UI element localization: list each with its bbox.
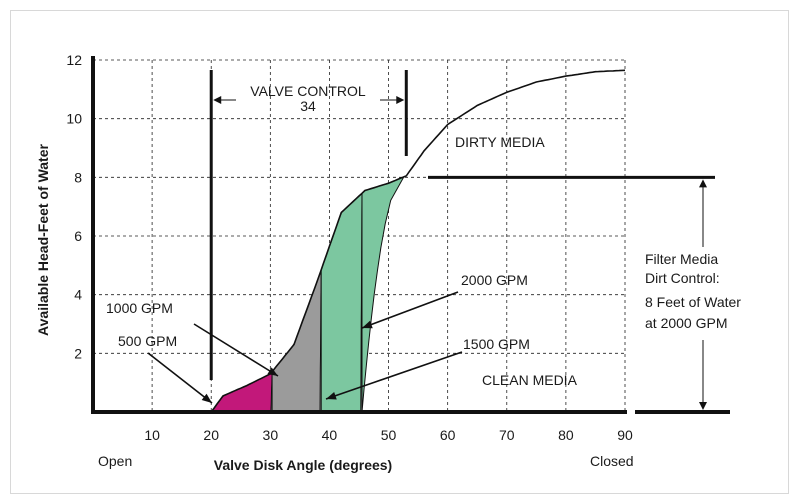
x-tick-label: 50 xyxy=(381,427,397,443)
x-tick-label: 30 xyxy=(263,427,279,443)
arrow-500-gpm-head xyxy=(202,394,212,403)
x-axis-title: Valve Disk Angle (degrees) xyxy=(214,457,392,473)
valve-control-label: VALVE CONTROL xyxy=(250,83,366,99)
arrow-1000-gpm-line xyxy=(194,324,278,376)
y-tick-label: 10 xyxy=(66,111,82,127)
filter-note-line-2: Dirt Control: xyxy=(645,270,720,286)
x-tick-label: 40 xyxy=(322,427,338,443)
x-tick-label: 80 xyxy=(558,427,574,443)
gpm-500-label: 500 GPM xyxy=(118,333,177,349)
filter-note-line-4: at 2000 GPM xyxy=(645,315,728,331)
x-tick-label: 10 xyxy=(144,427,160,443)
annotations xyxy=(148,70,715,410)
closed-label: Closed xyxy=(590,453,634,469)
valve-control-value: 34 xyxy=(300,98,316,114)
filter-note-line-3: 8 Feet of Water xyxy=(645,294,741,310)
y-tick-label: 6 xyxy=(74,228,82,244)
flow-regions xyxy=(211,177,404,412)
region-1500-gpm xyxy=(321,193,362,412)
y-tick-label: 8 xyxy=(74,169,82,185)
valve-control-arrowhead-right xyxy=(396,96,404,104)
dirt-control-arrowhead-up xyxy=(699,179,707,187)
valve-curve xyxy=(211,70,625,412)
open-label: Open xyxy=(98,453,132,469)
clean-media-label: CLEAN MEDIA xyxy=(482,372,578,388)
arrow-2000-gpm-line xyxy=(362,292,458,328)
dirty-media-label: DIRTY MEDIA xyxy=(455,134,545,150)
filter-note-line-1: Filter Media xyxy=(645,251,718,267)
x-tick-label: 70 xyxy=(499,427,515,443)
x-tick-label: 90 xyxy=(617,427,633,443)
dirt-control-arrowhead-down xyxy=(699,402,707,410)
y-axis-title: Available Head-Feet of Water xyxy=(35,144,51,336)
gpm-1500-label: 1500 GPM xyxy=(463,336,530,352)
y-tick-label: 4 xyxy=(74,287,82,303)
y-tick-label: 2 xyxy=(74,345,82,361)
x-tick-label: 60 xyxy=(440,427,456,443)
axes xyxy=(91,56,730,414)
gpm-1000-label: 1000 GPM xyxy=(106,300,173,316)
gpm-2000-label: 2000 GPM xyxy=(461,272,528,288)
curve-layer xyxy=(211,70,625,412)
arrow-500-gpm-line xyxy=(148,353,212,403)
valve-control-arrowhead-left xyxy=(213,96,221,104)
x-tick-label: 20 xyxy=(203,427,219,443)
y-tick-label: 12 xyxy=(66,52,82,68)
